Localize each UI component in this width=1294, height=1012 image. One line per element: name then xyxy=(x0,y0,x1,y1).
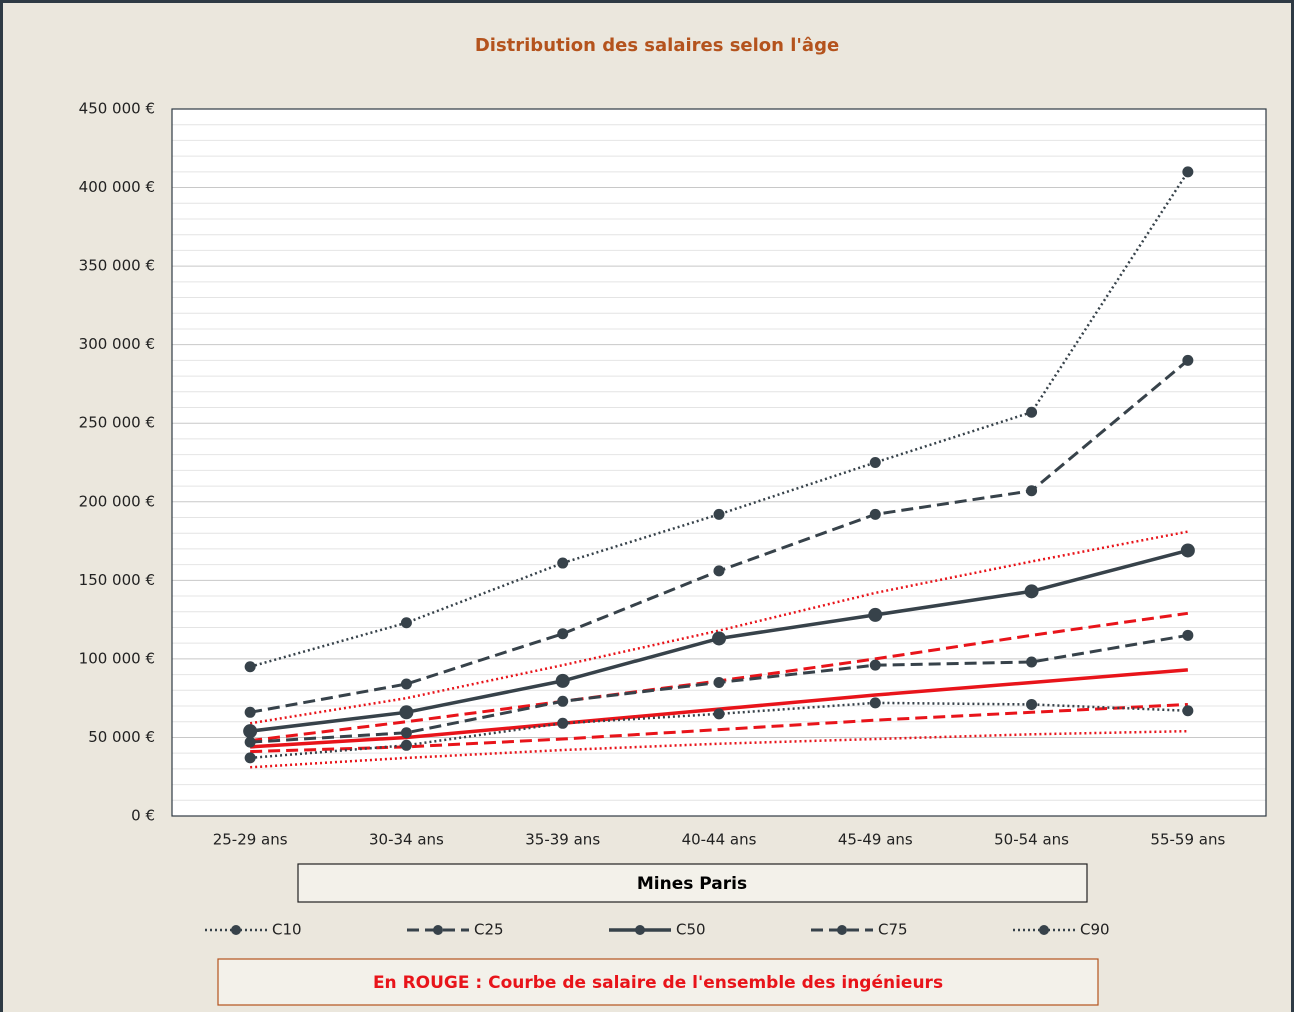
marker xyxy=(557,717,569,729)
lines xyxy=(243,166,1195,769)
y-tick-label: 50 000 € xyxy=(88,728,155,746)
y-tick-label: 350 000 € xyxy=(79,257,155,275)
marker xyxy=(1182,166,1194,178)
reference-line xyxy=(250,729,1188,769)
chart-title: Distribution des salaires selon l'âge xyxy=(475,35,839,56)
x-tick-label: 50-54 ans xyxy=(994,831,1069,849)
marker xyxy=(1026,406,1038,418)
y-tick-label: 150 000 € xyxy=(79,571,155,589)
marker xyxy=(243,724,258,739)
marker xyxy=(400,617,412,629)
legend-label: C25 xyxy=(474,921,504,939)
legend-marker xyxy=(231,925,241,935)
marker xyxy=(869,508,881,520)
legend-marker xyxy=(837,925,847,935)
y-tick-label: 250 000 € xyxy=(79,414,155,432)
marker xyxy=(244,706,256,718)
reference-line xyxy=(250,702,1188,754)
legend-label: C90 xyxy=(1080,921,1110,939)
marker xyxy=(869,457,881,468)
marker xyxy=(1180,543,1195,558)
x-tick-label: 25-29 ans xyxy=(213,831,288,849)
marker xyxy=(557,557,569,569)
y-tick-label: 450 000 € xyxy=(79,100,155,118)
marker xyxy=(713,508,725,520)
marker xyxy=(557,695,569,707)
marker xyxy=(400,678,412,690)
marker xyxy=(1182,629,1194,641)
y-tick-label: 200 000 € xyxy=(79,492,155,510)
marker xyxy=(713,565,725,577)
legend-marker xyxy=(635,925,645,935)
marker xyxy=(713,676,725,688)
marker xyxy=(244,752,256,764)
marker xyxy=(244,736,256,748)
marker xyxy=(557,628,569,640)
marker xyxy=(869,659,881,671)
x-tick-label: 30-34 ans xyxy=(369,831,444,849)
marker xyxy=(713,708,725,720)
legend-marker xyxy=(1039,925,1049,935)
marker xyxy=(400,727,412,739)
y-tick-label: 400 000 € xyxy=(79,178,155,196)
marker xyxy=(1182,705,1194,717)
marker xyxy=(1026,698,1038,710)
marker xyxy=(1026,656,1038,668)
plot-border xyxy=(171,108,1267,817)
x-tick-label: 35-39 ans xyxy=(525,831,600,849)
marker xyxy=(869,697,881,709)
x-label-box xyxy=(297,863,1088,903)
marker xyxy=(400,739,412,751)
marker xyxy=(244,661,256,673)
y-tick-label: 0 € xyxy=(131,807,155,825)
legend-label: C75 xyxy=(878,921,908,939)
legend-marker xyxy=(433,925,443,935)
marker xyxy=(399,705,414,720)
plot-area xyxy=(172,109,1266,816)
x-axis-label: Mines Paris xyxy=(637,874,747,894)
annotation-box xyxy=(217,958,1099,1006)
x-tick-label: 40-44 ans xyxy=(682,831,757,849)
legend-label: C10 xyxy=(272,921,302,939)
y-tick-label: 100 000 € xyxy=(79,649,155,667)
x-tick-label: 55-59 ans xyxy=(1150,831,1225,849)
annotation: En ROUGE : Courbe de salaire de l'ensemb… xyxy=(373,973,943,993)
x-tick-label: 45-49 ans xyxy=(838,831,913,849)
marker xyxy=(1182,354,1194,366)
marker xyxy=(555,673,570,688)
legend-label: C50 xyxy=(676,921,706,939)
marker xyxy=(1026,485,1038,497)
y-tick-label: 300 000 € xyxy=(79,335,155,353)
marker xyxy=(712,631,726,646)
marker xyxy=(1024,584,1039,599)
marker xyxy=(868,607,883,622)
